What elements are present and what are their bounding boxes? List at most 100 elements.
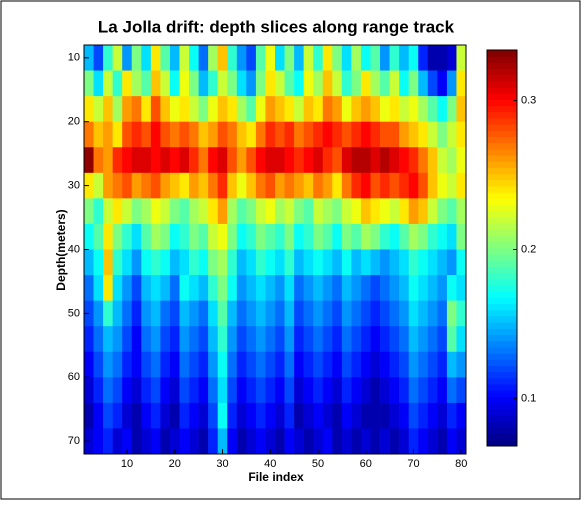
cell bbox=[341, 96, 352, 122]
cell bbox=[217, 121, 228, 148]
cell bbox=[341, 198, 352, 225]
cell bbox=[189, 300, 199, 327]
cell bbox=[322, 351, 333, 378]
cell bbox=[179, 351, 190, 378]
cell bbox=[169, 70, 180, 97]
cell bbox=[84, 96, 94, 122]
cell bbox=[322, 96, 333, 122]
cell bbox=[246, 428, 257, 455]
cell bbox=[122, 428, 133, 455]
colorbar-step bbox=[487, 130, 517, 138]
cell bbox=[169, 402, 180, 429]
cell bbox=[275, 300, 285, 327]
cell bbox=[332, 249, 343, 276]
cell bbox=[246, 96, 257, 122]
cell bbox=[169, 249, 180, 276]
cell bbox=[103, 402, 113, 429]
cell bbox=[408, 223, 419, 250]
x-tick-label: 10 bbox=[121, 458, 133, 470]
cell bbox=[275, 223, 285, 250]
cell bbox=[303, 198, 314, 225]
cell bbox=[103, 249, 113, 276]
cell bbox=[351, 351, 362, 378]
cell bbox=[284, 377, 295, 404]
cell bbox=[93, 428, 104, 455]
cell bbox=[427, 326, 438, 353]
cell bbox=[360, 275, 371, 301]
cell bbox=[103, 300, 113, 327]
cell bbox=[408, 275, 419, 301]
cell bbox=[208, 326, 218, 353]
cell bbox=[93, 172, 104, 199]
colorbar-step bbox=[487, 396, 517, 404]
cell bbox=[418, 326, 429, 353]
colorbar-step bbox=[487, 408, 517, 416]
cell bbox=[303, 96, 314, 122]
axes: 10 20 30 40 50 60 70 80 10 20 30 40 50 60 70 bbox=[68, 44, 467, 470]
cell bbox=[313, 70, 324, 97]
cell bbox=[236, 96, 247, 122]
cell bbox=[198, 326, 209, 353]
colorbar-step bbox=[487, 50, 517, 57]
y-tick-label: 60 bbox=[68, 371, 80, 383]
x-tick-label: 70 bbox=[407, 458, 419, 470]
cell bbox=[446, 172, 457, 199]
cell bbox=[217, 326, 228, 353]
cell bbox=[208, 147, 218, 174]
cell bbox=[446, 300, 457, 327]
cell bbox=[275, 377, 285, 404]
cell bbox=[103, 275, 113, 301]
colorbar-step bbox=[487, 118, 517, 125]
cell bbox=[294, 351, 304, 378]
cell bbox=[284, 172, 295, 199]
cell bbox=[131, 45, 142, 71]
cell bbox=[217, 402, 228, 429]
colorbar-step bbox=[487, 93, 517, 100]
cell bbox=[103, 377, 113, 404]
cell bbox=[380, 121, 390, 148]
cell bbox=[446, 96, 457, 122]
cell bbox=[150, 326, 161, 353]
cell bbox=[84, 377, 94, 404]
cell bbox=[255, 351, 266, 378]
colorbar-step bbox=[487, 74, 517, 82]
cell bbox=[189, 377, 199, 404]
cell bbox=[389, 96, 400, 122]
cell bbox=[389, 70, 400, 97]
cell bbox=[303, 147, 314, 174]
cell bbox=[418, 300, 429, 327]
cell bbox=[284, 223, 295, 250]
cell bbox=[179, 402, 190, 429]
cell bbox=[303, 377, 314, 404]
cell bbox=[160, 326, 171, 353]
cell bbox=[122, 121, 133, 148]
cell bbox=[246, 351, 257, 378]
cell bbox=[131, 300, 142, 327]
cell bbox=[189, 172, 199, 199]
cell bbox=[456, 300, 467, 327]
cell bbox=[236, 326, 247, 353]
cell bbox=[437, 351, 448, 378]
cell bbox=[208, 121, 218, 148]
cell bbox=[179, 377, 190, 404]
cell bbox=[446, 326, 457, 353]
cell bbox=[141, 198, 152, 225]
cell bbox=[198, 300, 209, 327]
cell bbox=[408, 121, 419, 148]
cell bbox=[427, 275, 438, 301]
cell bbox=[437, 121, 448, 148]
colorbar-step bbox=[487, 384, 517, 391]
cell bbox=[437, 377, 448, 404]
cell bbox=[427, 428, 438, 455]
cell bbox=[160, 377, 171, 404]
colorbar-step bbox=[487, 136, 517, 144]
cell bbox=[255, 70, 266, 97]
cell bbox=[246, 198, 257, 225]
cell bbox=[103, 70, 113, 97]
colorbar-step bbox=[487, 155, 517, 162]
cell bbox=[265, 377, 276, 404]
cell bbox=[418, 249, 429, 276]
cell bbox=[160, 121, 171, 148]
cell bbox=[93, 147, 104, 174]
